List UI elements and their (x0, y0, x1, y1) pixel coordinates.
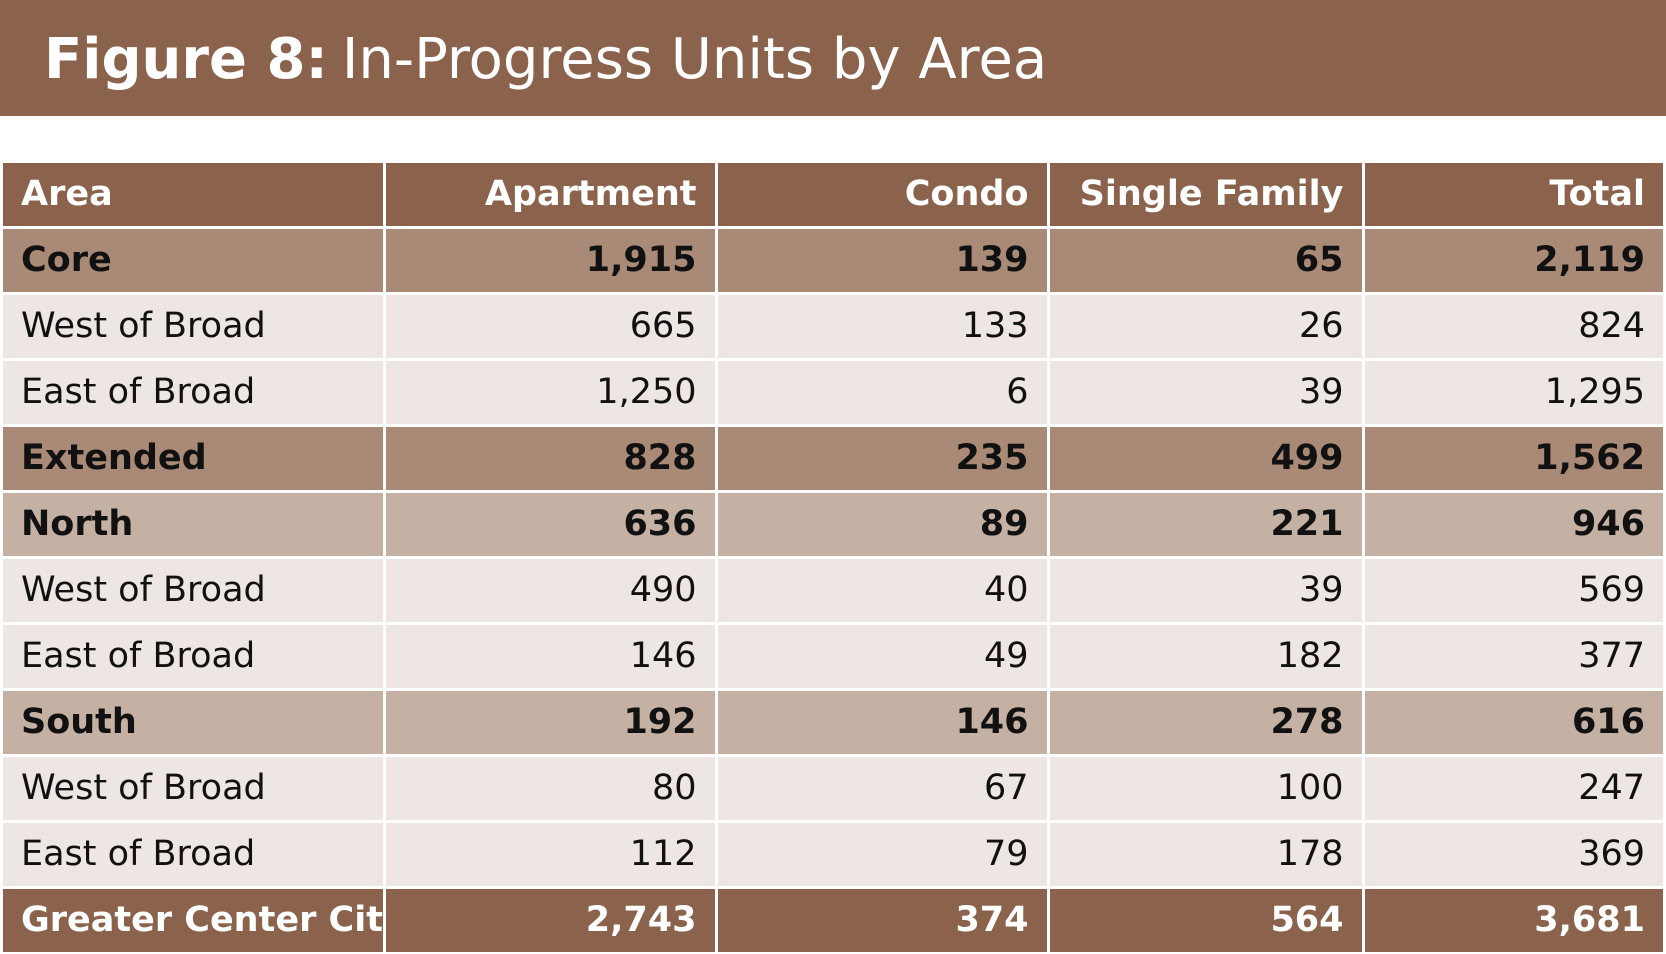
cell-single-family: 499 (1046, 425, 1363, 493)
table-row: East of Broad 112 79 178 369 (3, 821, 1663, 889)
units-table: Area Apartment Condo Single Family Total… (3, 163, 1663, 952)
cell-total: 2,119 (1361, 227, 1663, 295)
cell-total: 946 (1361, 491, 1663, 559)
cell-area: East of Broad (3, 821, 384, 889)
cell-area: East of Broad (3, 623, 384, 691)
cell-apartment: 146 (382, 623, 716, 691)
table-row: Extended 828 235 499 1,562 (3, 425, 1663, 493)
figure-title: Figure 8: In-Progress Units by Area (44, 28, 1047, 92)
table-body: Core 1,915 139 65 2,119 West of Broad 665 133 26… (3, 227, 1663, 952)
cell-total: 247 (1361, 755, 1663, 823)
cell-single-family: 278 (1046, 689, 1363, 757)
cell-total: 1,295 (1361, 359, 1663, 427)
cell-apartment: 2,743 (382, 887, 716, 952)
cell-condo: 49 (714, 623, 1048, 691)
cell-total: 369 (1361, 821, 1663, 889)
table-header: Area Apartment Condo Single Family Total (3, 163, 1663, 229)
table-row: West of Broad 665 133 26 824 (3, 293, 1663, 361)
cell-apartment: 828 (382, 425, 716, 493)
cell-area: West of Broad (3, 293, 384, 361)
table-row: Core 1,915 139 65 2,119 (3, 227, 1663, 295)
cell-single-family: 65 (1046, 227, 1363, 295)
cell-total: 824 (1361, 293, 1663, 361)
cell-area: North (3, 491, 384, 559)
cell-area: West of Broad (3, 755, 384, 823)
cell-area: East of Broad (3, 359, 384, 427)
cell-single-family: 221 (1046, 491, 1363, 559)
cell-apartment: 1,915 (382, 227, 716, 295)
cell-single-family: 39 (1046, 557, 1363, 625)
col-header-single-family: Single Family (1046, 163, 1363, 229)
cell-apartment: 1,250 (382, 359, 716, 427)
cell-total: 377 (1361, 623, 1663, 691)
cell-condo: 40 (714, 557, 1048, 625)
cell-area: South (3, 689, 384, 757)
cell-area: Extended (3, 425, 384, 493)
cell-condo: 67 (714, 755, 1048, 823)
cell-condo: 235 (714, 425, 1048, 493)
table-row: South 192 146 278 616 (3, 689, 1663, 757)
table-row: North 636 89 221 946 (3, 491, 1663, 559)
cell-condo: 79 (714, 821, 1048, 889)
cell-total: 616 (1361, 689, 1663, 757)
header-row: Area Apartment Condo Single Family Total (3, 163, 1663, 229)
cell-area: Core (3, 227, 384, 295)
cell-condo: 89 (714, 491, 1048, 559)
col-header-total: Total (1361, 163, 1663, 229)
table-row: Greater Center City 2,743 374 564 3,681 (3, 887, 1663, 952)
table-row: East of Broad 146 49 182 377 (3, 623, 1663, 691)
figure-title-text: In-Progress Units by Area (341, 27, 1048, 92)
cell-apartment: 80 (382, 755, 716, 823)
cell-area: West of Broad (3, 557, 384, 625)
cell-single-family: 100 (1046, 755, 1363, 823)
cell-area: Greater Center City (3, 887, 384, 952)
figure-label: Figure 8: (44, 27, 328, 92)
col-header-area: Area (3, 163, 384, 229)
cell-apartment: 665 (382, 293, 716, 361)
table-row: West of Broad 490 40 39 569 (3, 557, 1663, 625)
cell-single-family: 26 (1046, 293, 1363, 361)
cell-apartment: 112 (382, 821, 716, 889)
cell-single-family: 182 (1046, 623, 1363, 691)
cell-total: 1,562 (1361, 425, 1663, 493)
cell-condo: 133 (714, 293, 1048, 361)
cell-apartment: 636 (382, 491, 716, 559)
cell-total: 569 (1361, 557, 1663, 625)
table-row: East of Broad 1,250 6 39 1,295 (3, 359, 1663, 427)
cell-single-family: 178 (1046, 821, 1363, 889)
cell-apartment: 192 (382, 689, 716, 757)
cell-single-family: 564 (1046, 887, 1363, 952)
cell-single-family: 39 (1046, 359, 1363, 427)
cell-total: 3,681 (1361, 887, 1663, 952)
table-row: West of Broad 80 67 100 247 (3, 755, 1663, 823)
cell-condo: 139 (714, 227, 1048, 295)
col-header-apartment: Apartment (382, 163, 716, 229)
cell-condo: 6 (714, 359, 1048, 427)
figure-header: Figure 8: In-Progress Units by Area (0, 0, 1666, 116)
col-header-condo: Condo (714, 163, 1048, 229)
cell-apartment: 490 (382, 557, 716, 625)
cell-condo: 374 (714, 887, 1048, 952)
cell-condo: 146 (714, 689, 1048, 757)
